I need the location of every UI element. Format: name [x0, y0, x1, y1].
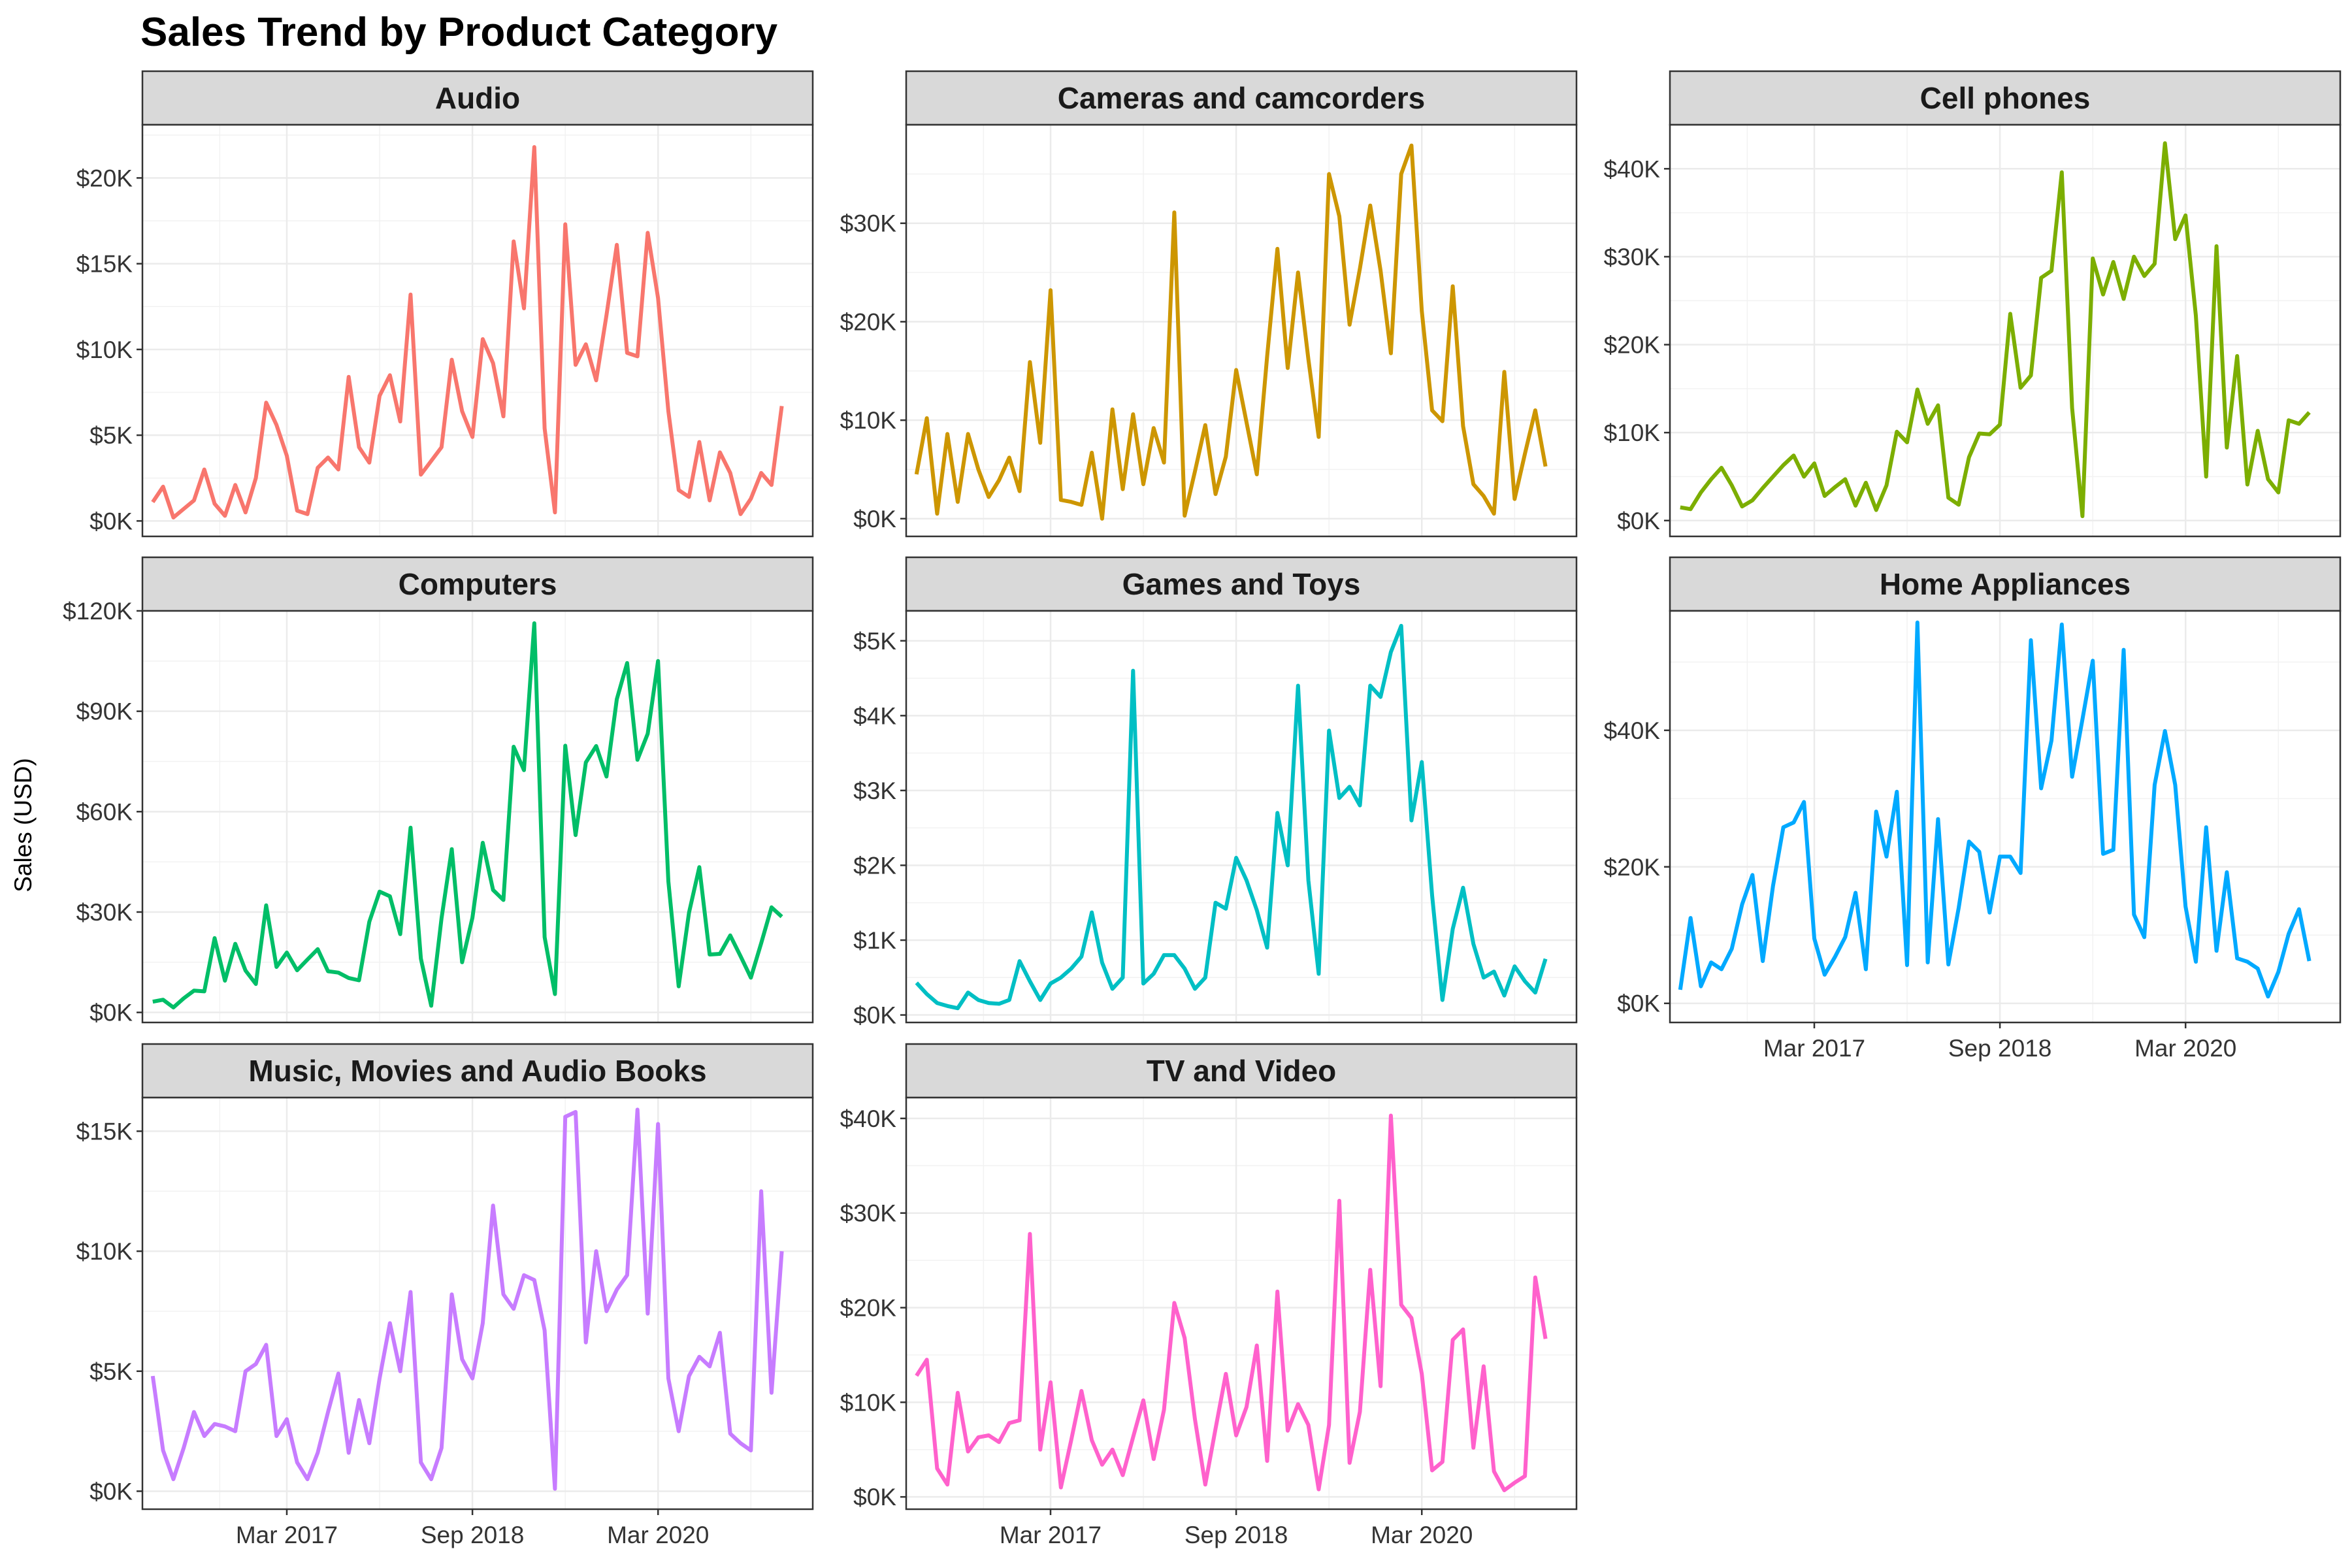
y-tick-label: $20K	[840, 308, 897, 335]
facet-strip	[141, 70, 814, 126]
y-tick-label: $20K	[1604, 332, 1661, 359]
facet-title: Music, Movies and Audio Books	[248, 1054, 706, 1088]
y-tick-label: $20K	[1604, 854, 1661, 881]
y-tick-label: $30K	[1604, 244, 1661, 270]
y-tick-label: $10K	[840, 1389, 897, 1416]
facet-panel-cell-phones: Cell phones $0K $10K $20K $30K $40K	[1604, 70, 2342, 538]
x-tick-label: Mar 2020	[1371, 1522, 1473, 1548]
panel-border	[141, 123, 814, 538]
series-line-audio	[151, 145, 784, 520]
y-tick-label: $40K	[840, 1105, 897, 1132]
y-tick-label: $30K	[840, 210, 897, 237]
panel-background	[1670, 611, 2340, 1022]
facet-title: Home Appliances	[1880, 567, 2131, 601]
facet-strip	[141, 1043, 814, 1099]
facet-title: Computers	[399, 567, 557, 601]
panel-border	[141, 1096, 814, 1511]
facet-panel-cameras-and-camcorders: Cameras and camcorders $0K $10K $20K $30K	[840, 70, 1578, 538]
x-tick-label: Mar 2017	[236, 1522, 338, 1548]
facet-title: TV and Video	[1147, 1054, 1337, 1088]
y-tick-label: $3K	[853, 777, 896, 804]
y-tick-label: $5K	[90, 422, 133, 449]
facet-panel-computers: Computers $0K $30K $60K $90K $120K	[63, 556, 814, 1026]
y-tick-label: $5K	[853, 628, 896, 655]
y-axis-label: Sales (USD)	[10, 758, 37, 892]
y-tick-label: $20K	[840, 1295, 897, 1322]
panel-border	[905, 1096, 1578, 1511]
facet-strip	[1669, 556, 2342, 612]
y-tick-label: $4K	[853, 702, 896, 729]
facet-panel-audio: Audio $0K $5K $10K $15K $20K	[76, 70, 814, 538]
facet-panel-music-movies-and-audio-books: Music, Movies and Audio Books $0K $5K $10K $…	[76, 1043, 814, 1548]
y-tick-label: $0K	[853, 1484, 896, 1511]
y-tick-label: $0K	[90, 1478, 133, 1505]
x-tick-label: Mar 2020	[2134, 1035, 2236, 1062]
series-line-home-appliances	[1678, 620, 2311, 999]
y-tick-label: $30K	[76, 899, 133, 926]
facet-title: Cell phones	[1920, 81, 2091, 115]
panel-background	[906, 611, 1576, 1022]
panel-background	[906, 1098, 1576, 1509]
y-tick-label: $10K	[76, 1238, 133, 1265]
x-tick-label: Sep 2018	[421, 1522, 524, 1548]
facet-title: Games and Toys	[1122, 567, 1361, 601]
y-tick-label: $40K	[1604, 155, 1661, 182]
series-line-computers	[152, 621, 783, 1009]
x-tick-label: Sep 2018	[1948, 1035, 2051, 1062]
y-tick-label: $0K	[90, 1000, 133, 1026]
x-tick-label: Mar 2020	[607, 1522, 709, 1548]
series-line-games-and-toys	[915, 623, 1548, 1011]
y-tick-label: $0K	[853, 506, 896, 532]
y-tick-label: $0K	[90, 508, 133, 534]
chart-title: Sales Trend by Product Category	[140, 10, 778, 55]
y-tick-label: $40K	[1604, 717, 1661, 744]
y-tick-label: $5K	[90, 1358, 133, 1385]
y-tick-label: $20K	[76, 165, 133, 191]
y-tick-label: $10K	[76, 336, 133, 363]
panel-background	[142, 611, 813, 1022]
series-line-cameras-and-camcorders	[914, 143, 1548, 521]
facet-title: Audio	[435, 81, 520, 115]
panel-background	[142, 1098, 813, 1509]
panel-background	[142, 125, 813, 536]
facet-strip	[905, 70, 1578, 126]
x-tick-label: Mar 2017	[1763, 1035, 1865, 1062]
facet-title: Cameras and camcorders	[1058, 81, 1426, 115]
y-tick-label: $0K	[1617, 990, 1660, 1017]
facet-strip	[141, 556, 814, 612]
facet-panel-home-appliances: Home Appliances $0K $20K $40K Mar 2017 Sep 20…	[1604, 556, 2342, 1062]
y-tick-label: $120K	[63, 598, 133, 625]
panel-border	[905, 123, 1578, 538]
y-tick-label: $90K	[76, 698, 133, 725]
facet-strip	[905, 1043, 1578, 1099]
y-tick-label: $60K	[76, 798, 133, 825]
y-tick-label: $0K	[1617, 508, 1660, 534]
facet-panel-games-and-toys: Games and Toys $0K $1K $2K $3K $4K $5K	[853, 556, 1578, 1029]
x-tick-label: Mar 2017	[1000, 1522, 1102, 1548]
panel-background	[1670, 125, 2340, 536]
panel-border	[905, 610, 1578, 1024]
y-tick-label: $15K	[76, 1118, 133, 1145]
panel-border	[141, 610, 814, 1024]
y-tick-label: $1K	[853, 927, 896, 954]
y-tick-label: $30K	[840, 1200, 897, 1227]
series-line-music-movies-and-audio-books	[150, 1107, 784, 1491]
y-tick-label: $15K	[76, 251, 133, 278]
y-tick-label: $0K	[853, 1002, 896, 1029]
y-tick-label: $2K	[853, 852, 896, 879]
panel-border	[1669, 123, 2342, 538]
panel-background	[906, 125, 1576, 536]
series-line-cell-phones	[1680, 141, 2311, 518]
facet-panel-tv-and-video: TV and Video $0K $10K $20K $30K $40K Mar 2017 S…	[840, 1043, 1578, 1548]
x-tick-label: Sep 2018	[1184, 1522, 1288, 1548]
series-line-tv-and-video	[915, 1113, 1548, 1492]
panel-border	[1669, 610, 2342, 1024]
facet-strip	[905, 556, 1578, 612]
y-tick-label: $10K	[840, 407, 897, 434]
facet-strip	[1669, 70, 2342, 126]
y-tick-label: $10K	[1604, 419, 1661, 446]
